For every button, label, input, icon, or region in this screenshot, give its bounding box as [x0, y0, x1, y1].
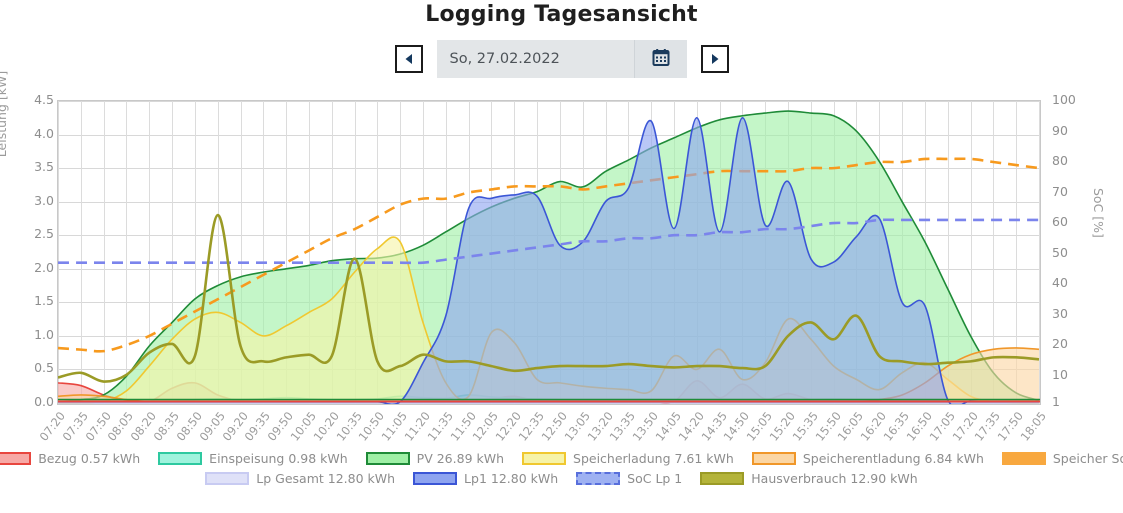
legend-item[interactable]: Speicherladung 7.61 kWh	[522, 451, 734, 466]
arrow-left-icon	[402, 52, 416, 66]
calendar-picker-button[interactable]	[633, 40, 687, 78]
y-tick-left: 4.5	[34, 92, 54, 107]
y-tick-left: 1.5	[34, 293, 54, 309]
legend-row-secondary: Lp Gesamt 12.80 kWh Lp1 12.80 kWh SoC Lp 1…	[0, 468, 1123, 488]
series-curves	[58, 110, 1040, 404]
legend-item[interactable]: Lp1 12.80 kWh	[413, 471, 558, 486]
y-tick-left: 2.5	[34, 226, 54, 242]
legend-item[interactable]: PV 26.89 kWh	[365, 450, 505, 466]
legend-item[interactable]: Lp Gesamt 12.80 kWh	[205, 471, 395, 486]
legend-item[interactable]: Speicherentladung 6.84 kWh	[751, 450, 984, 466]
date-navigation-bar: So, 27.02.2022	[0, 40, 1123, 78]
legend-row-primary: Bezug 0.57 kWh Einspeisung 0.98 kWh PV 26.…	[0, 448, 1123, 468]
y-tick-right: 50	[1052, 244, 1068, 260]
legend-label: SoC Lp 1	[627, 470, 683, 486]
legend-label: Hausverbrauch 12.90 kWh	[751, 470, 918, 486]
y-axis-left-title: Leistung [kW]	[0, 70, 9, 158]
y-tick-right: 80	[1052, 153, 1068, 168]
legend-swatch	[522, 451, 567, 465]
legend-label: Lp1 12.80 kWh	[464, 470, 559, 486]
legend-label: Speicherentladung 6.84 kWh	[802, 450, 984, 466]
legend-swatch	[205, 471, 250, 485]
arrow-right-icon	[708, 52, 722, 66]
legend-item[interactable]: Bezug 0.57 kWh	[0, 451, 140, 466]
legend-label: Speicherladung 7.61 kWh	[573, 450, 734, 466]
y-tick-left: 1.0	[34, 326, 54, 342]
y-tick-right: 60	[1052, 214, 1068, 230]
legend-item[interactable]: Hausverbrauch 12.90 kWh	[700, 470, 918, 486]
y-tick-right: 100	[1052, 92, 1076, 107]
legend-label: PV 26.89 kWh	[416, 450, 505, 466]
y-axis-right-title: SoC [%]	[1091, 188, 1106, 238]
legend-swatch	[576, 471, 621, 485]
legend-swatch	[1001, 451, 1046, 465]
legend-swatch	[751, 451, 796, 465]
page-title: Logging Tagesansicht	[425, 2, 698, 27]
y-tick-left: 3.0	[34, 192, 54, 208]
y-tick-right: 10	[1052, 366, 1068, 382]
chart-legend: Bezug 0.57 kWh Einspeisung 0.98 kWh PV 26.…	[0, 448, 1123, 488]
next-day-button[interactable]	[700, 45, 729, 73]
y-tick-right: 70	[1052, 183, 1068, 199]
y-tick-right: 30	[1052, 305, 1068, 321]
y-tick-left: 0.5	[34, 360, 54, 376]
legend-swatch	[158, 451, 203, 465]
legend-label: Lp Gesamt 12.80 kWh	[256, 470, 396, 486]
prev-day-button[interactable]	[394, 45, 423, 73]
legend-item[interactable]: Einspeisung 0.98 kWh	[158, 451, 348, 466]
legend-swatch	[365, 451, 410, 465]
date-field-group[interactable]: So, 27.02.2022	[436, 40, 687, 78]
y-tick-right: 20	[1052, 336, 1068, 352]
legend-swatch	[413, 471, 458, 485]
y-tick-right: 40	[1052, 275, 1068, 291]
legend-label: Bezug 0.57 kWh	[38, 450, 141, 466]
legend-label: Speicher SoC	[1052, 450, 1123, 466]
legend-item[interactable]: SoC Lp 1	[576, 471, 682, 486]
plot-area[interactable]	[57, 100, 1041, 405]
logging-chart: Leistung [kW] SoC [%] 0.0 0.5 1.0 1.5 2.0 2.5…	[0, 71, 1123, 448]
y-tick-left: 0.0	[34, 394, 54, 409]
legend-swatch	[700, 471, 745, 485]
y-tick-right: 1	[1052, 394, 1060, 409]
y-tick-left: 3.5	[34, 159, 54, 175]
y-tick-right: 90	[1052, 122, 1068, 138]
legend-item[interactable]: Speicher SoC	[1001, 450, 1123, 466]
y-tick-left: 2.0	[34, 259, 54, 275]
legend-swatch	[0, 451, 32, 465]
calendar-icon	[651, 47, 671, 71]
legend-label: Einspeisung 0.98 kWh	[209, 450, 348, 466]
date-input[interactable]: So, 27.02.2022	[449, 51, 560, 67]
y-tick-left: 4.0	[34, 125, 54, 141]
